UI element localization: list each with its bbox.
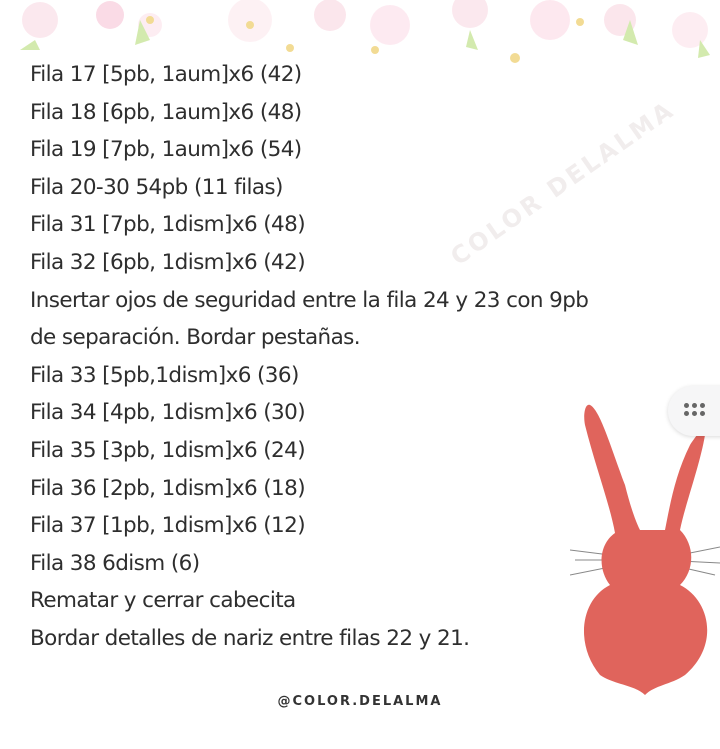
instruction-line: Fila 36 [2pb, 1dism]x6 (18) [30,475,306,501]
floral-border [20,0,710,63]
menu-button[interactable] [668,386,720,436]
instruction-line: Fila 20-30 54pb (11 filas) [30,174,283,200]
instruction-line: Fila 34 [4pb, 1dism]x6 (30) [30,400,306,426]
instruction-line: Fila 31 [7pb, 1dism]x6 (48) [30,212,306,238]
instruction-line: Rematar y cerrar cabecita [30,588,296,614]
instruction-line: Fila 37 [1pb, 1dism]x6 (12) [30,513,306,539]
instruction-line: Fila 17 [5pb, 1aum]x6 (42) [30,62,302,87]
instruction-line: Fila 18 [6pb, 1aum]x6 (48) [30,99,302,125]
bunny-illustration [570,404,720,695]
instruction-line: Fila 35 [3pb, 1dism]x6 (24) [30,437,306,463]
instruction-line: Fila 19 [7pb, 1aum]x6 (54) [30,137,302,163]
instruction-line: Fila 33 [5pb,1dism]x6 (36) [30,362,299,388]
instruction-line: de separación. Bordar pestañas. [30,325,361,351]
instruction-line: Bordar detalles de nariz entre filas 22 … [30,625,470,651]
grid-dots-icon [684,403,705,416]
instruction-line: Fila 38 6dism (6) [30,550,200,576]
instruction-line: Fila 32 [6pb, 1dism]x6 (42) [30,249,306,275]
footer-handle: @COLOR.DELALMA [277,694,443,709]
instruction-line: Insertar ojos de seguridad entre la fila… [30,287,589,313]
pattern-instructions: Fila 17 [5pb, 1aum]x6 (42) Fila 18 [6pb,… [30,56,589,658]
